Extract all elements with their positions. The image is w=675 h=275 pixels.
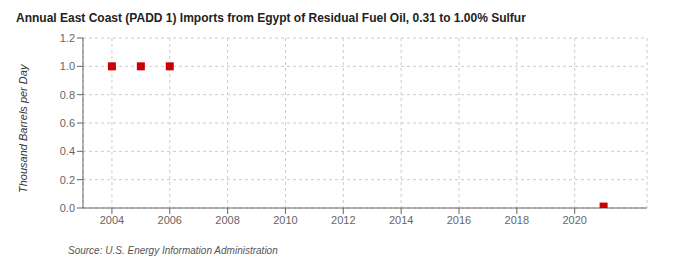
svg-text:0.6: 0.6 [60, 117, 75, 129]
svg-text:0.4: 0.4 [60, 145, 75, 157]
svg-text:0.2: 0.2 [60, 174, 75, 186]
svg-text:2012: 2012 [331, 214, 355, 226]
svg-text:0.8: 0.8 [60, 89, 75, 101]
svg-text:0.0: 0.0 [60, 202, 75, 214]
html-text:Source: U.S. Energy Informatio: Source: U.S. Energy Information Administ… [68, 245, 278, 256]
svg-text:Thousand Barrels per Day: Thousand Barrels per Day [17, 63, 29, 193]
html-text:Annual East Coast (PADD 1) Imp: Annual East Coast (PADD 1) Imports from … [16, 11, 526, 25]
svg-text:2006: 2006 [158, 214, 182, 226]
svg-text:2018: 2018 [505, 214, 529, 226]
svg-text:2014: 2014 [389, 214, 413, 226]
svg-text:2020: 2020 [562, 214, 586, 226]
svg-text:2010: 2010 [273, 214, 297, 226]
svg-text:1.2: 1.2 [60, 32, 75, 44]
svg-text:2004: 2004 [100, 214, 124, 226]
svg-text:1.0: 1.0 [60, 60, 75, 72]
svg-text:2008: 2008 [215, 214, 239, 226]
svg-text:2016: 2016 [447, 214, 471, 226]
